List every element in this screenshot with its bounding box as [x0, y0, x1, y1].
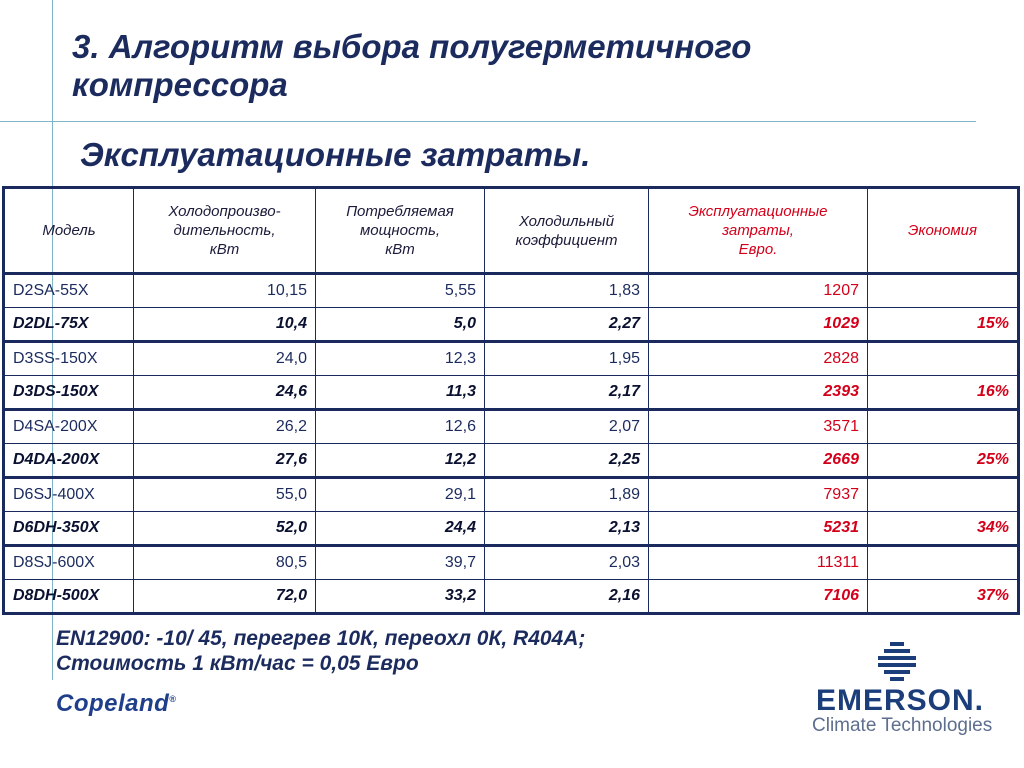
- copeland-registered-mark: ®: [169, 694, 177, 704]
- emerson-logo: EMERSON.: [816, 684, 985, 717]
- table-row: D4DA-200X 27,6 12,2 2,25 2669 25%: [3, 443, 1019, 479]
- cell-capacity: 26,2: [133, 409, 316, 444]
- cell-cop: 2,07: [484, 409, 649, 444]
- cell-power: 5,55: [315, 273, 485, 308]
- header-saving: Экономия: [867, 187, 1019, 275]
- table-row: D4SA-200X 26,2 12,6 2,07 3571: [3, 409, 1019, 444]
- cell-operating-cost: 2669: [648, 443, 868, 479]
- copeland-logo-text: Copeland: [56, 690, 170, 717]
- emerson-tagline: Climate Technologies: [812, 715, 993, 736]
- cell-operating-cost: 2393: [648, 375, 868, 411]
- cell-power: 33,2: [315, 579, 485, 615]
- cell-capacity: 24,0: [133, 341, 316, 376]
- cell-cop: 1,89: [484, 477, 649, 512]
- table-row: D2SA-55X 10,15 5,55 1,83 1207: [3, 273, 1019, 308]
- cell-operating-cost: 3571: [648, 409, 868, 444]
- cell-operating-cost: 5231: [648, 511, 868, 547]
- cell-cop: 1,83: [484, 273, 649, 308]
- note-line2: Стоимость 1 кВт/час = 0,05 Евро: [56, 652, 419, 675]
- table-header-row: Модель Холодопроизво-дительность, кВт Пот…: [3, 187, 1019, 275]
- table-row: D8DH-500X 72,0 33,2 2,16 7106 37%: [3, 579, 1019, 615]
- header-capacity: Холодопроизво-дительность, кВт: [133, 187, 316, 275]
- cell-model: D6DH-350X: [3, 511, 134, 547]
- cell-operating-cost: 7106: [648, 579, 868, 615]
- cell-cop: 2,03: [484, 545, 649, 580]
- cell-saving: 15%: [867, 307, 1019, 343]
- cell-saving: [867, 477, 1019, 512]
- cell-model: D2SA-55X: [3, 273, 134, 308]
- note-line1: EN12900: -10/ 45, перегрев 10К, переохл …: [56, 627, 586, 650]
- cell-power: 12,6: [315, 409, 485, 444]
- table-row: D6DH-350X 52,0 24,4 2,13 5231 34%: [3, 511, 1019, 547]
- cell-model: D8SJ-600X: [3, 545, 134, 580]
- cell-model: D3SS-150X: [3, 341, 134, 376]
- cell-model: D8DH-500X: [3, 579, 134, 615]
- cell-operating-cost: 11311: [648, 545, 868, 580]
- header-cop: Холодильный коэффициент: [484, 187, 649, 275]
- cell-capacity: 72,0: [133, 579, 316, 615]
- cell-model: D6SJ-400X: [3, 477, 134, 512]
- cell-capacity: 80,5: [133, 545, 316, 580]
- cell-cop: 2,16: [484, 579, 649, 615]
- cell-cop: 1,95: [484, 341, 649, 376]
- cell-cop: 2,17: [484, 375, 649, 411]
- slide-subtitle: Эксплуатационные затраты.: [80, 136, 591, 173]
- cell-saving: 37%: [867, 579, 1019, 615]
- copeland-logo: Copeland®: [56, 690, 176, 718]
- decorative-horizontal-rule: [0, 121, 976, 122]
- table-row: D2DL-75X 10,4 5,0 2,27 1029 15%: [3, 307, 1019, 343]
- cell-saving: [867, 273, 1019, 308]
- test-conditions-note: EN12900: -10/ 45, перегрев 10К, переохл …: [56, 626, 585, 676]
- cell-operating-cost: 7937: [648, 477, 868, 512]
- cell-capacity: 10,4: [133, 307, 316, 343]
- cell-power: 12,3: [315, 341, 485, 376]
- header-model: Модель: [3, 187, 134, 275]
- cell-saving: [867, 409, 1019, 444]
- slide-title-line1: 3. Алгоритм выбора полугерметичного: [72, 28, 752, 65]
- cell-power: 11,3: [315, 375, 485, 411]
- cell-model: D4DA-200X: [3, 443, 134, 479]
- cell-model: D3DS-150X: [3, 375, 134, 411]
- cell-saving: [867, 341, 1019, 376]
- cell-power: 24,4: [315, 511, 485, 547]
- table-row: D3DS-150X 24,6 11,3 2,17 2393 16%: [3, 375, 1019, 411]
- cell-power: 5,0: [315, 307, 485, 343]
- cell-power: 39,7: [315, 545, 485, 580]
- cell-power: 12,2: [315, 443, 485, 479]
- cell-capacity: 24,6: [133, 375, 316, 411]
- table-row: D6SJ-400X 55,0 29,1 1,89 7937: [3, 477, 1019, 512]
- cell-saving: 25%: [867, 443, 1019, 479]
- cell-capacity: 27,6: [133, 443, 316, 479]
- emerson-emblem-icon: [878, 642, 916, 681]
- cell-saving: 34%: [867, 511, 1019, 547]
- table-row: D8SJ-600X 80,5 39,7 2,03 11311: [3, 545, 1019, 580]
- cell-power: 29,1: [315, 477, 485, 512]
- header-power: Потребляемая мощность, кВт: [315, 187, 485, 275]
- cell-capacity: 55,0: [133, 477, 316, 512]
- cost-comparison-table: Модель Холодопроизво-дительность, кВт Пот…: [2, 186, 1020, 615]
- cell-cop: 2,27: [484, 307, 649, 343]
- cell-model: D2DL-75X: [3, 307, 134, 343]
- header-operating-cost: Эксплуатационные затраты, Евро.: [648, 187, 868, 275]
- cell-saving: [867, 545, 1019, 580]
- cell-operating-cost: 1029: [648, 307, 868, 343]
- slide-title-line2: компрессора: [72, 66, 288, 103]
- cell-saving: 16%: [867, 375, 1019, 411]
- cell-operating-cost: 1207: [648, 273, 868, 308]
- cell-model: D4SA-200X: [3, 409, 134, 444]
- slide-title: 3. Алгоритм выбора полугерметичного комп…: [72, 28, 972, 104]
- table-row: D3SS-150X 24,0 12,3 1,95 2828: [3, 341, 1019, 376]
- cell-capacity: 10,15: [133, 273, 316, 308]
- cell-capacity: 52,0: [133, 511, 316, 547]
- cell-operating-cost: 2828: [648, 341, 868, 376]
- cell-cop: 2,13: [484, 511, 649, 547]
- cell-cop: 2,25: [484, 443, 649, 479]
